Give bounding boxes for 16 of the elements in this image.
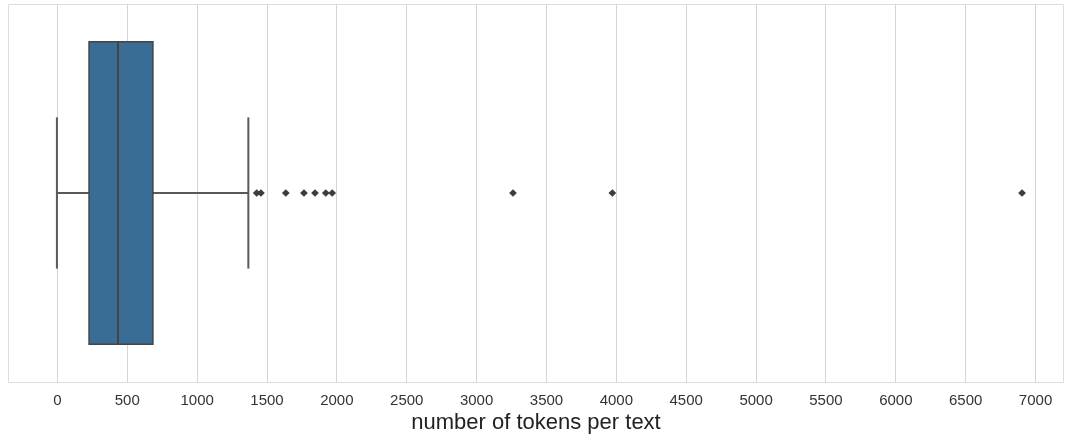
x-tick-label: 5000 [739,390,773,408]
x-tick-label: 1500 [250,390,284,408]
x-tick-label: 1000 [180,390,214,408]
x-tick-label: 7000 [1018,390,1053,408]
x-tick-label: 3000 [459,390,494,408]
x-tick-label: 4500 [669,390,703,408]
x-tick-label: 6500 [949,390,983,408]
x-tick-label: 4000 [599,390,634,408]
x-tick-label: 0 [53,390,62,408]
x-tick-label: 5500 [809,390,843,408]
x-axis-title: number of tokens per text [411,408,661,434]
x-tick-label: 6000 [879,390,913,408]
x-tick-label: 3500 [529,390,564,408]
x-tick-label: 500 [114,390,140,408]
x-tick-label: 2500 [390,390,424,408]
x-tick-label: 2000 [320,390,354,408]
